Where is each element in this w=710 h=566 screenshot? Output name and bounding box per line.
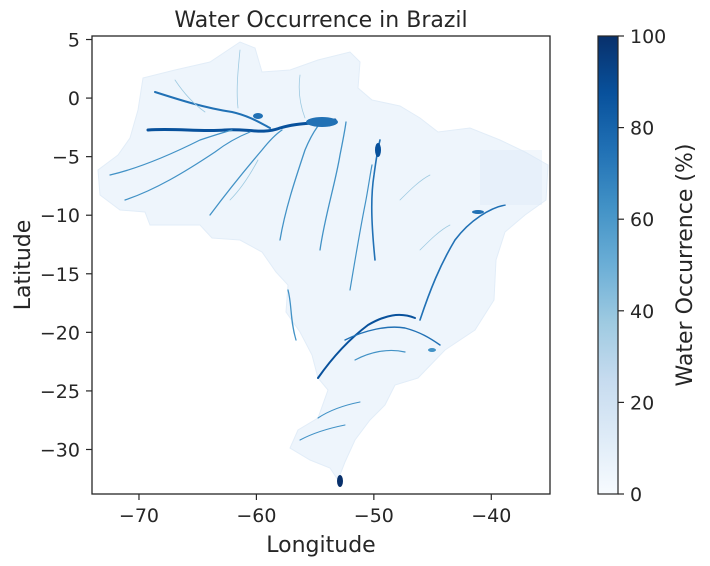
- northeast-shade: [480, 150, 542, 205]
- southern-rivers: [299, 401, 361, 441]
- colorbar-tick-label: 40: [630, 301, 654, 323]
- colorbar-label: Water Occurrence (%): [673, 144, 698, 387]
- small-streams-center: [229, 159, 451, 251]
- tributary-purus: [124, 131, 251, 201]
- x-tick-label: −70: [119, 505, 159, 527]
- x-axis-label: Longitude: [266, 533, 375, 558]
- y-tick-label: −5: [52, 147, 80, 169]
- y-axis: 5 0 −5 −10 −15 −20 −25 −30 Latitude: [11, 30, 92, 461]
- y-tick-label: −30: [40, 439, 80, 461]
- colorbar-gradient: [597, 35, 619, 495]
- water-bodies: [253, 113, 484, 487]
- tributary-tiete: [354, 349, 406, 361]
- x-tick-label: −40: [471, 505, 511, 527]
- tributary-xingu: [319, 121, 347, 251]
- plot-frame: [91, 35, 551, 495]
- tributary-paranaiba: [344, 326, 441, 346]
- sao-francisco-river: [419, 204, 506, 321]
- brazil-landmass: [97, 41, 549, 482]
- y-axis-label: Latitude: [11, 220, 36, 311]
- tributary-tapajos: [279, 125, 319, 241]
- x-tick-label: −60: [236, 505, 276, 527]
- small-streams-north: [174, 49, 306, 119]
- y-tick-label: −10: [40, 205, 80, 227]
- y-tick-label: 5: [68, 30, 80, 52]
- colorbar-tick-label: 60: [630, 209, 654, 231]
- tributary-madeira: [209, 129, 283, 216]
- river-network: [109, 49, 506, 441]
- y-tick-label: −20: [40, 322, 80, 344]
- y-tick-label: −15: [40, 264, 80, 286]
- furnas-reservoir: [428, 348, 436, 352]
- x-axis: −70 −60 −50 −40 Longitude: [119, 494, 511, 558]
- rio-negro: [154, 91, 271, 129]
- amazon-delta-marajo: [306, 117, 338, 127]
- map-area: [97, 41, 549, 487]
- colorbar-tick-label: 20: [630, 392, 654, 414]
- colorbar-tick-label: 80: [630, 118, 654, 140]
- araguaia-river: [349, 164, 373, 291]
- parana-river: [317, 313, 416, 379]
- tributary-west: [109, 129, 233, 176]
- colorbar-tick-label: 100: [630, 26, 666, 48]
- chart-title: Water Occurrence in Brazil: [174, 8, 467, 33]
- patos-lagoon: [337, 475, 343, 487]
- y-tick-label: 0: [68, 88, 80, 110]
- sobradinho-reservoir: [472, 210, 484, 214]
- tucurui-reservoir: [375, 143, 381, 157]
- colorbar: 0 20 40 60 80 100 Water Occurrence (%): [597, 26, 698, 506]
- y-tick-label: −25: [40, 381, 80, 403]
- balbina-reservoir: [253, 113, 263, 119]
- x-tick-label: −50: [354, 505, 394, 527]
- colorbar-tick-label: 0: [630, 484, 642, 506]
- paraguay-river: [287, 289, 297, 341]
